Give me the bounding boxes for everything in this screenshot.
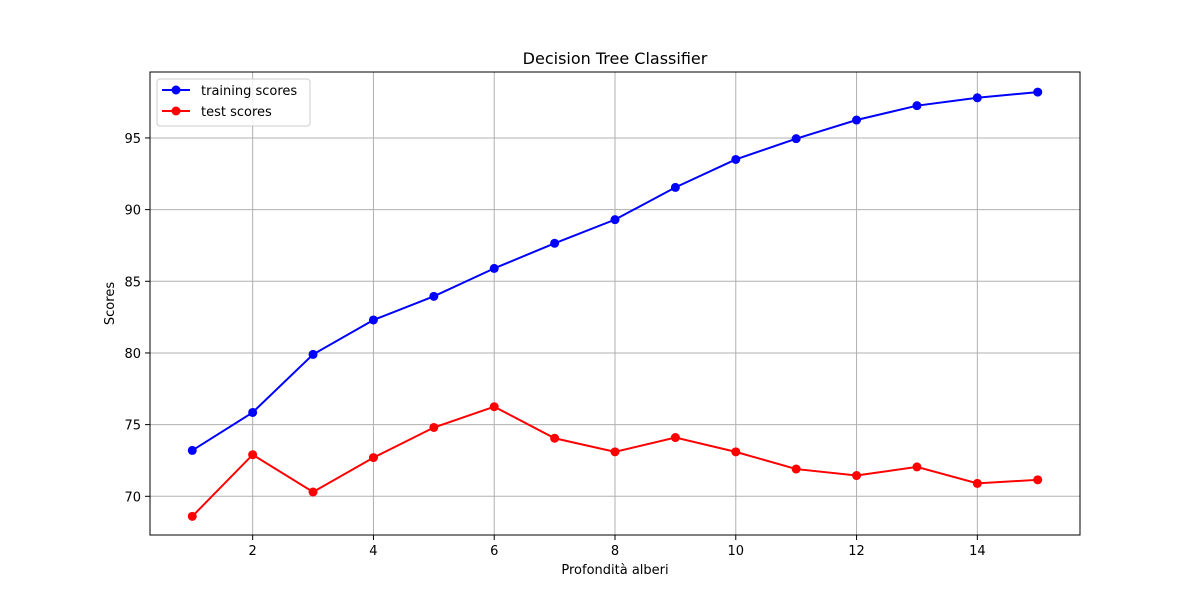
data-point [731,447,741,457]
data-point [791,134,801,144]
x-tick-label: 10 [728,544,745,559]
data-point [429,291,439,301]
x-tick-label: 8 [611,544,619,559]
data-point [670,433,680,443]
data-point [972,478,982,488]
data-point [912,101,922,111]
legend-box [156,78,311,127]
data-point [187,511,197,521]
data-point [1033,87,1043,97]
data-point [912,462,922,472]
data-point [489,402,499,412]
data-point [791,464,801,474]
data-point [368,315,378,325]
x-tick-label: 12 [848,544,865,559]
data-point [610,215,620,225]
series-1 [187,402,1043,521]
data-point [248,407,258,417]
data-point [489,263,499,273]
y-axis: 70 75 80 85 90 95 [124,132,150,505]
x-axis: 2 4 6 8 10 12 14 [249,535,986,559]
data-point [368,453,378,463]
legend-swatch-marker [171,106,181,116]
x-tick-label: 4 [369,544,377,559]
legend: training scores test scores [156,78,311,127]
data-point [187,445,197,455]
data-point [670,182,680,192]
legend-label: test scores [201,105,272,120]
legend-swatch-marker [171,85,181,95]
x-tick-label: 2 [249,544,257,559]
y-tick-label: 85 [124,275,141,290]
data-point [972,93,982,103]
data-point [731,154,741,164]
data-point [1033,475,1043,485]
x-tick-label: 14 [969,544,986,559]
y-tick-label: 75 [124,419,141,434]
y-tick-label: 95 [124,132,141,147]
data-point [550,238,560,248]
data-point [248,450,258,460]
data-point [852,471,862,481]
data-point [610,447,620,457]
y-tick-label: 90 [124,204,141,219]
legend-label: training scores [201,84,297,99]
data-point [550,433,560,443]
data-point [429,422,439,432]
data-point [852,115,862,125]
y-tick-label: 70 [124,490,141,505]
grid [150,72,1080,535]
data-point [308,349,318,359]
chart-title: Decision Tree Classifier [523,49,708,68]
series-0 [187,87,1043,455]
x-tick-label: 6 [490,544,498,559]
y-axis-label: Scores [103,282,118,325]
x-axis-label: Profondità alberi [561,563,668,578]
series-layer [187,87,1043,521]
y-tick-label: 80 [124,347,141,362]
data-point [308,487,318,497]
